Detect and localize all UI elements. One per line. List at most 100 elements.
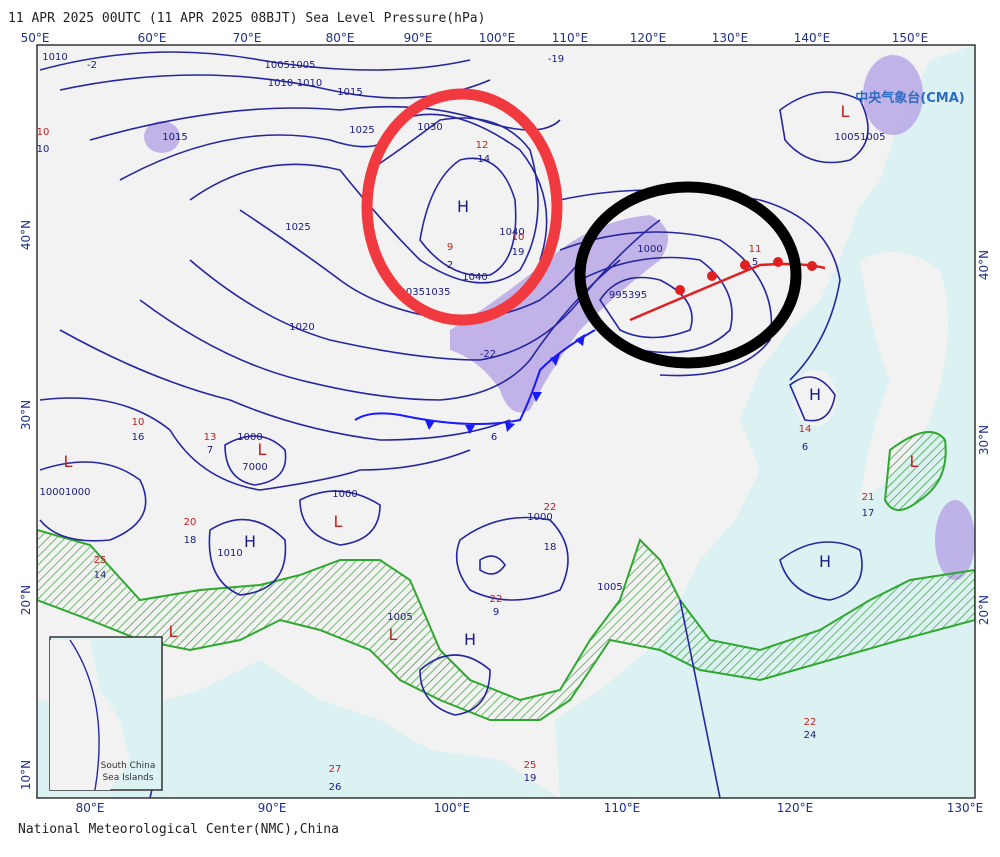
annotation-black-circle (574, 181, 802, 369)
latitude-label: 10°N (19, 760, 33, 790)
longitude-label: 120°E (630, 31, 667, 45)
longitude-label: 100°E (434, 801, 471, 815)
station-value: 7 (207, 445, 213, 456)
isobar-label: 1000 (332, 489, 357, 500)
station-value: 6 (802, 442, 808, 453)
station-value: 22 (490, 594, 503, 605)
latitude-label: 20°N (19, 585, 33, 615)
pressure-center: H (809, 385, 821, 404)
isobar-label: 1000 (237, 432, 262, 443)
station-value: 10 (512, 232, 525, 243)
station-value: 18 (184, 535, 197, 546)
warm-front (629, 262, 826, 322)
isobar-label: 7000 (242, 462, 267, 473)
longitude-label: 130°E (947, 801, 984, 815)
longitude-label: 150°E (892, 31, 929, 45)
logo-text: 中央气象台(CMA) (855, 90, 964, 106)
annotation-red-circle (361, 88, 563, 326)
isobar-label: 1025 (285, 222, 310, 233)
station-value: 14 (94, 570, 107, 581)
longitude-label: 80°E (326, 31, 355, 45)
isobar-label: 1020 (289, 322, 314, 333)
pressure-center: L (334, 512, 343, 531)
map-title: 11 APR 2025 00UTC (11 APR 2025 08BJT) Se… (8, 11, 485, 26)
station-value: 9 (493, 607, 499, 618)
cold-front-barbs (425, 334, 585, 434)
longitude-label: 130°E (712, 31, 749, 45)
station-value: 10 (37, 144, 50, 155)
station-value: 14 (799, 424, 812, 435)
pressure-center: L (841, 102, 850, 121)
station-value: 9 (447, 242, 453, 253)
station-value: 20 (184, 517, 197, 528)
isobar-label: 1025 (349, 125, 374, 136)
rain-hatch (37, 431, 975, 721)
pressure-center: L (389, 625, 398, 644)
land-korea (790, 140, 860, 280)
station-value: 10 (37, 127, 50, 138)
longitude-label: 80°E (76, 801, 105, 815)
isobar-label: 1000 (527, 512, 552, 523)
station-value: 16 (132, 432, 145, 443)
station-value: 22 (544, 502, 557, 513)
warm-front-barbs (675, 257, 817, 295)
station-value: -2 (87, 60, 97, 71)
pressure-center: H (244, 532, 256, 551)
station-value: 10 (132, 417, 145, 428)
latitude-label: 30°N (19, 400, 33, 430)
station-value: 22 (804, 717, 817, 728)
station-value: 21 (862, 492, 875, 503)
isobar-label: 10051005 (835, 132, 886, 143)
isobar-label: 1030 (417, 122, 442, 133)
isobar-label: 1040 (499, 227, 524, 238)
land-japan (860, 252, 948, 500)
isobar-label: 1015 (337, 87, 362, 98)
longitude-label: 90°E (404, 31, 433, 45)
isobar-label: 1010 (42, 52, 67, 63)
pressure-center: H (464, 630, 476, 649)
map-frame (36, 44, 976, 799)
station-value: 19 (524, 773, 537, 784)
latitude-label: 20°N (977, 595, 991, 625)
longitude-label: 140°E (794, 31, 831, 45)
coordinate-labels: 50°E 60°E 70°E 80°E 90°E 100°E 110°E 120°E 130°E… (19, 31, 991, 815)
station-value: 25 (524, 760, 537, 771)
isobar-label: 10001000 (40, 487, 91, 498)
isobar-label: 1010 (217, 548, 242, 559)
station-value: -22 (480, 349, 496, 360)
longitude-label: 120°E (777, 801, 814, 815)
station-value: 5 (752, 257, 758, 268)
longitude-label: 100°E (479, 31, 516, 45)
latitude-label: 30°N (977, 425, 991, 455)
isobar-label: 995395 (609, 290, 647, 301)
station-value: -19 (548, 54, 564, 65)
station-value: 6 (491, 432, 497, 443)
station-value: 11 (749, 244, 762, 255)
isobar-label: 1010-1010 (268, 78, 323, 89)
pressure-center: L (64, 452, 73, 471)
station-value: 26 (329, 782, 342, 793)
station-value: 17 (862, 508, 875, 519)
pressure-center: H (457, 197, 469, 216)
inset: South China Sea Islands (49, 636, 163, 791)
station-value: -14 (474, 154, 490, 165)
pressure-centers: H H H H H L L L L L L L (64, 102, 919, 649)
station-value: 19 (512, 247, 525, 258)
inset-label: Sea Islands (102, 773, 153, 783)
inset-label: South China (101, 761, 156, 771)
isobar-label: 1015 (162, 132, 187, 143)
latitude-label: 40°N (19, 220, 33, 250)
isobar-label: 1005 (387, 612, 412, 623)
isobar-label: 10051005 (265, 60, 316, 71)
longitude-label: 70°E (233, 31, 262, 45)
latitude-label: 40°N (977, 250, 991, 280)
station-value: 24 (804, 730, 817, 741)
station-value: 13 (204, 432, 217, 443)
longitude-label: 60°E (138, 31, 167, 45)
longitude-label: 110°E (552, 31, 589, 45)
pressure-center: L (258, 440, 267, 459)
